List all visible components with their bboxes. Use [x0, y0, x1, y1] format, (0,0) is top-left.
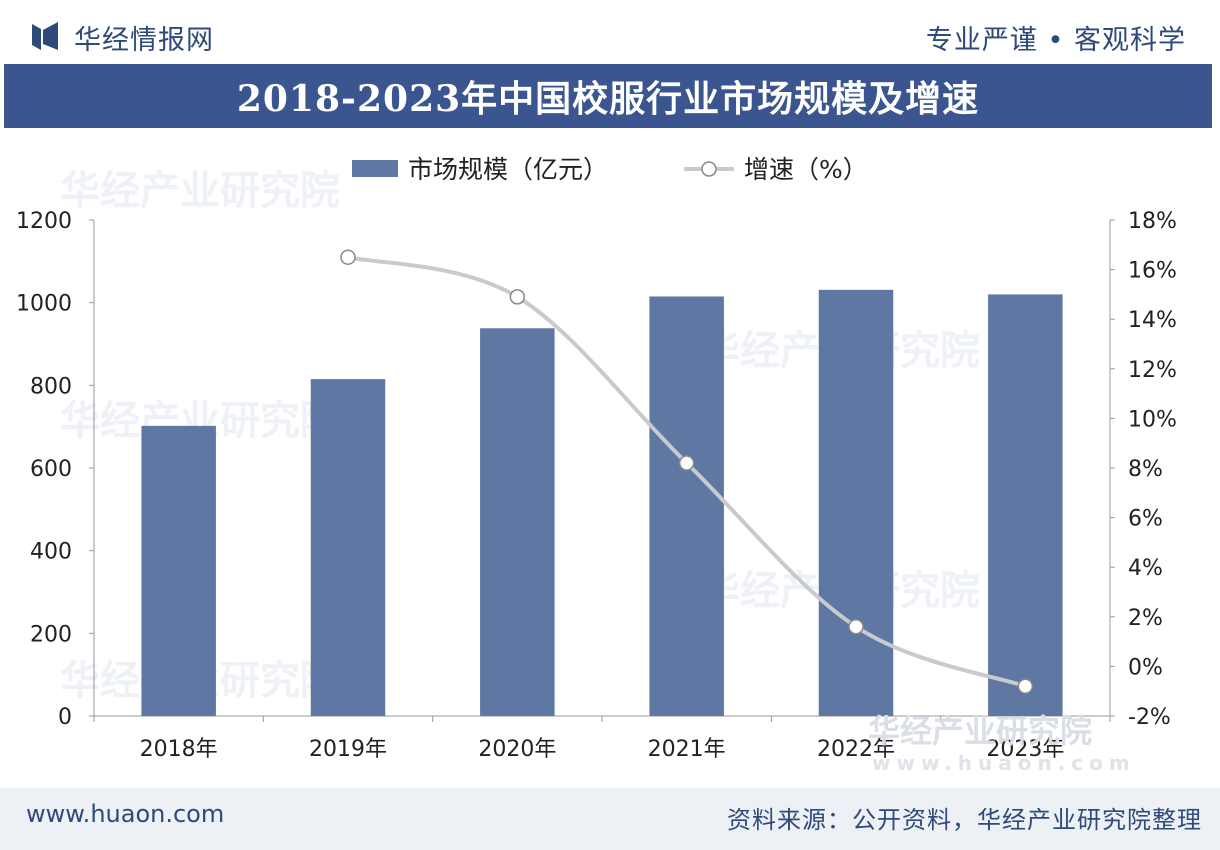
combo-chart: 华经产业研究院华经产业研究院华经产业研究院华经产业研究院华经产业研究院市场规模（… [16, 155, 1177, 775]
legend-bar-swatch [352, 160, 398, 177]
legend-bar-label: 市场规模（亿元） [408, 155, 608, 184]
growth-rate-point [848, 618, 864, 635]
slogan: 专业严谨 • 客观科学 [925, 25, 1186, 56]
growth-rate-point [509, 289, 526, 305]
left-axis-tick-label: 200 [30, 622, 72, 647]
x-axis-tick-label: 2019年 [309, 737, 387, 762]
left-axis-tick-label: 1000 [16, 292, 72, 317]
right-axis-tick-label: 4% [1128, 556, 1163, 581]
legend-line-marker [701, 161, 717, 177]
top-header: 华经情报网 专业严谨 • 客观科学 [0, 0, 1220, 64]
chart-area: 华经产业研究院华经产业研究院华经产业研究院华经产业研究院华经产业研究院市场规模（… [0, 128, 1220, 788]
watermark-text: 华经产业研究院 [60, 168, 340, 214]
growth-rate-point [340, 249, 356, 265]
right-axis-tick-label: 10% [1128, 407, 1177, 432]
watermark-url: www.huaon.com [872, 751, 1136, 775]
left-axis-tick-label: 0 [58, 705, 72, 730]
brand-name: 华经情报网 [74, 25, 214, 56]
legend-line-label: 增速（%） [744, 155, 868, 184]
bar-market-size [310, 379, 386, 716]
footer-source: 资料来源：公开资料，华经产业研究院整理 [727, 806, 1202, 834]
footer-site-url[interactable]: www.huaon.com [26, 800, 225, 828]
growth-rate-point [678, 455, 695, 471]
right-axis-tick-label: 18% [1128, 209, 1177, 234]
bar-market-size [649, 296, 724, 716]
right-axis-tick-label: 2% [1128, 606, 1163, 631]
bar-market-size [480, 328, 555, 716]
left-axis-tick-label: 800 [30, 374, 72, 399]
left-axis-tick-label: 600 [30, 457, 72, 482]
chart-title: 2018-2023年中国校服行业市场规模及增速 [236, 78, 980, 120]
right-axis-tick-label: 12% [1128, 358, 1177, 383]
huajing-logo-icon [32, 22, 58, 50]
right-axis-tick-label: -2% [1128, 705, 1171, 730]
x-axis-tick-label: 2023年 [986, 737, 1064, 762]
bar-market-size [141, 425, 216, 716]
x-axis-tick-label: 2022年 [817, 737, 895, 762]
left-axis-tick-label: 1200 [16, 209, 72, 234]
right-axis-tick-label: 8% [1128, 457, 1163, 482]
right-axis-tick-label: 0% [1128, 655, 1163, 680]
x-axis-tick-label: 2020年 [478, 737, 556, 762]
growth-rate-point [1017, 678, 1034, 694]
title-bar: 2018-2023年中国校服行业市场规模及增速 [4, 64, 1212, 128]
x-axis-tick-label: 2021年 [648, 737, 726, 762]
watermark-text: 华经产业研究院 [868, 712, 1092, 750]
left-axis-tick-label: 400 [30, 540, 72, 565]
right-axis-tick-label: 14% [1128, 308, 1177, 333]
bar-market-size [818, 289, 894, 716]
bar-market-size [988, 294, 1063, 716]
right-axis-tick-label: 16% [1128, 259, 1177, 284]
x-axis-tick-label: 2018年 [140, 737, 218, 762]
right-axis-tick-label: 6% [1128, 507, 1163, 532]
footer: www.huaon.com 资料来源：公开资料，华经产业研究院整理 [0, 788, 1220, 850]
